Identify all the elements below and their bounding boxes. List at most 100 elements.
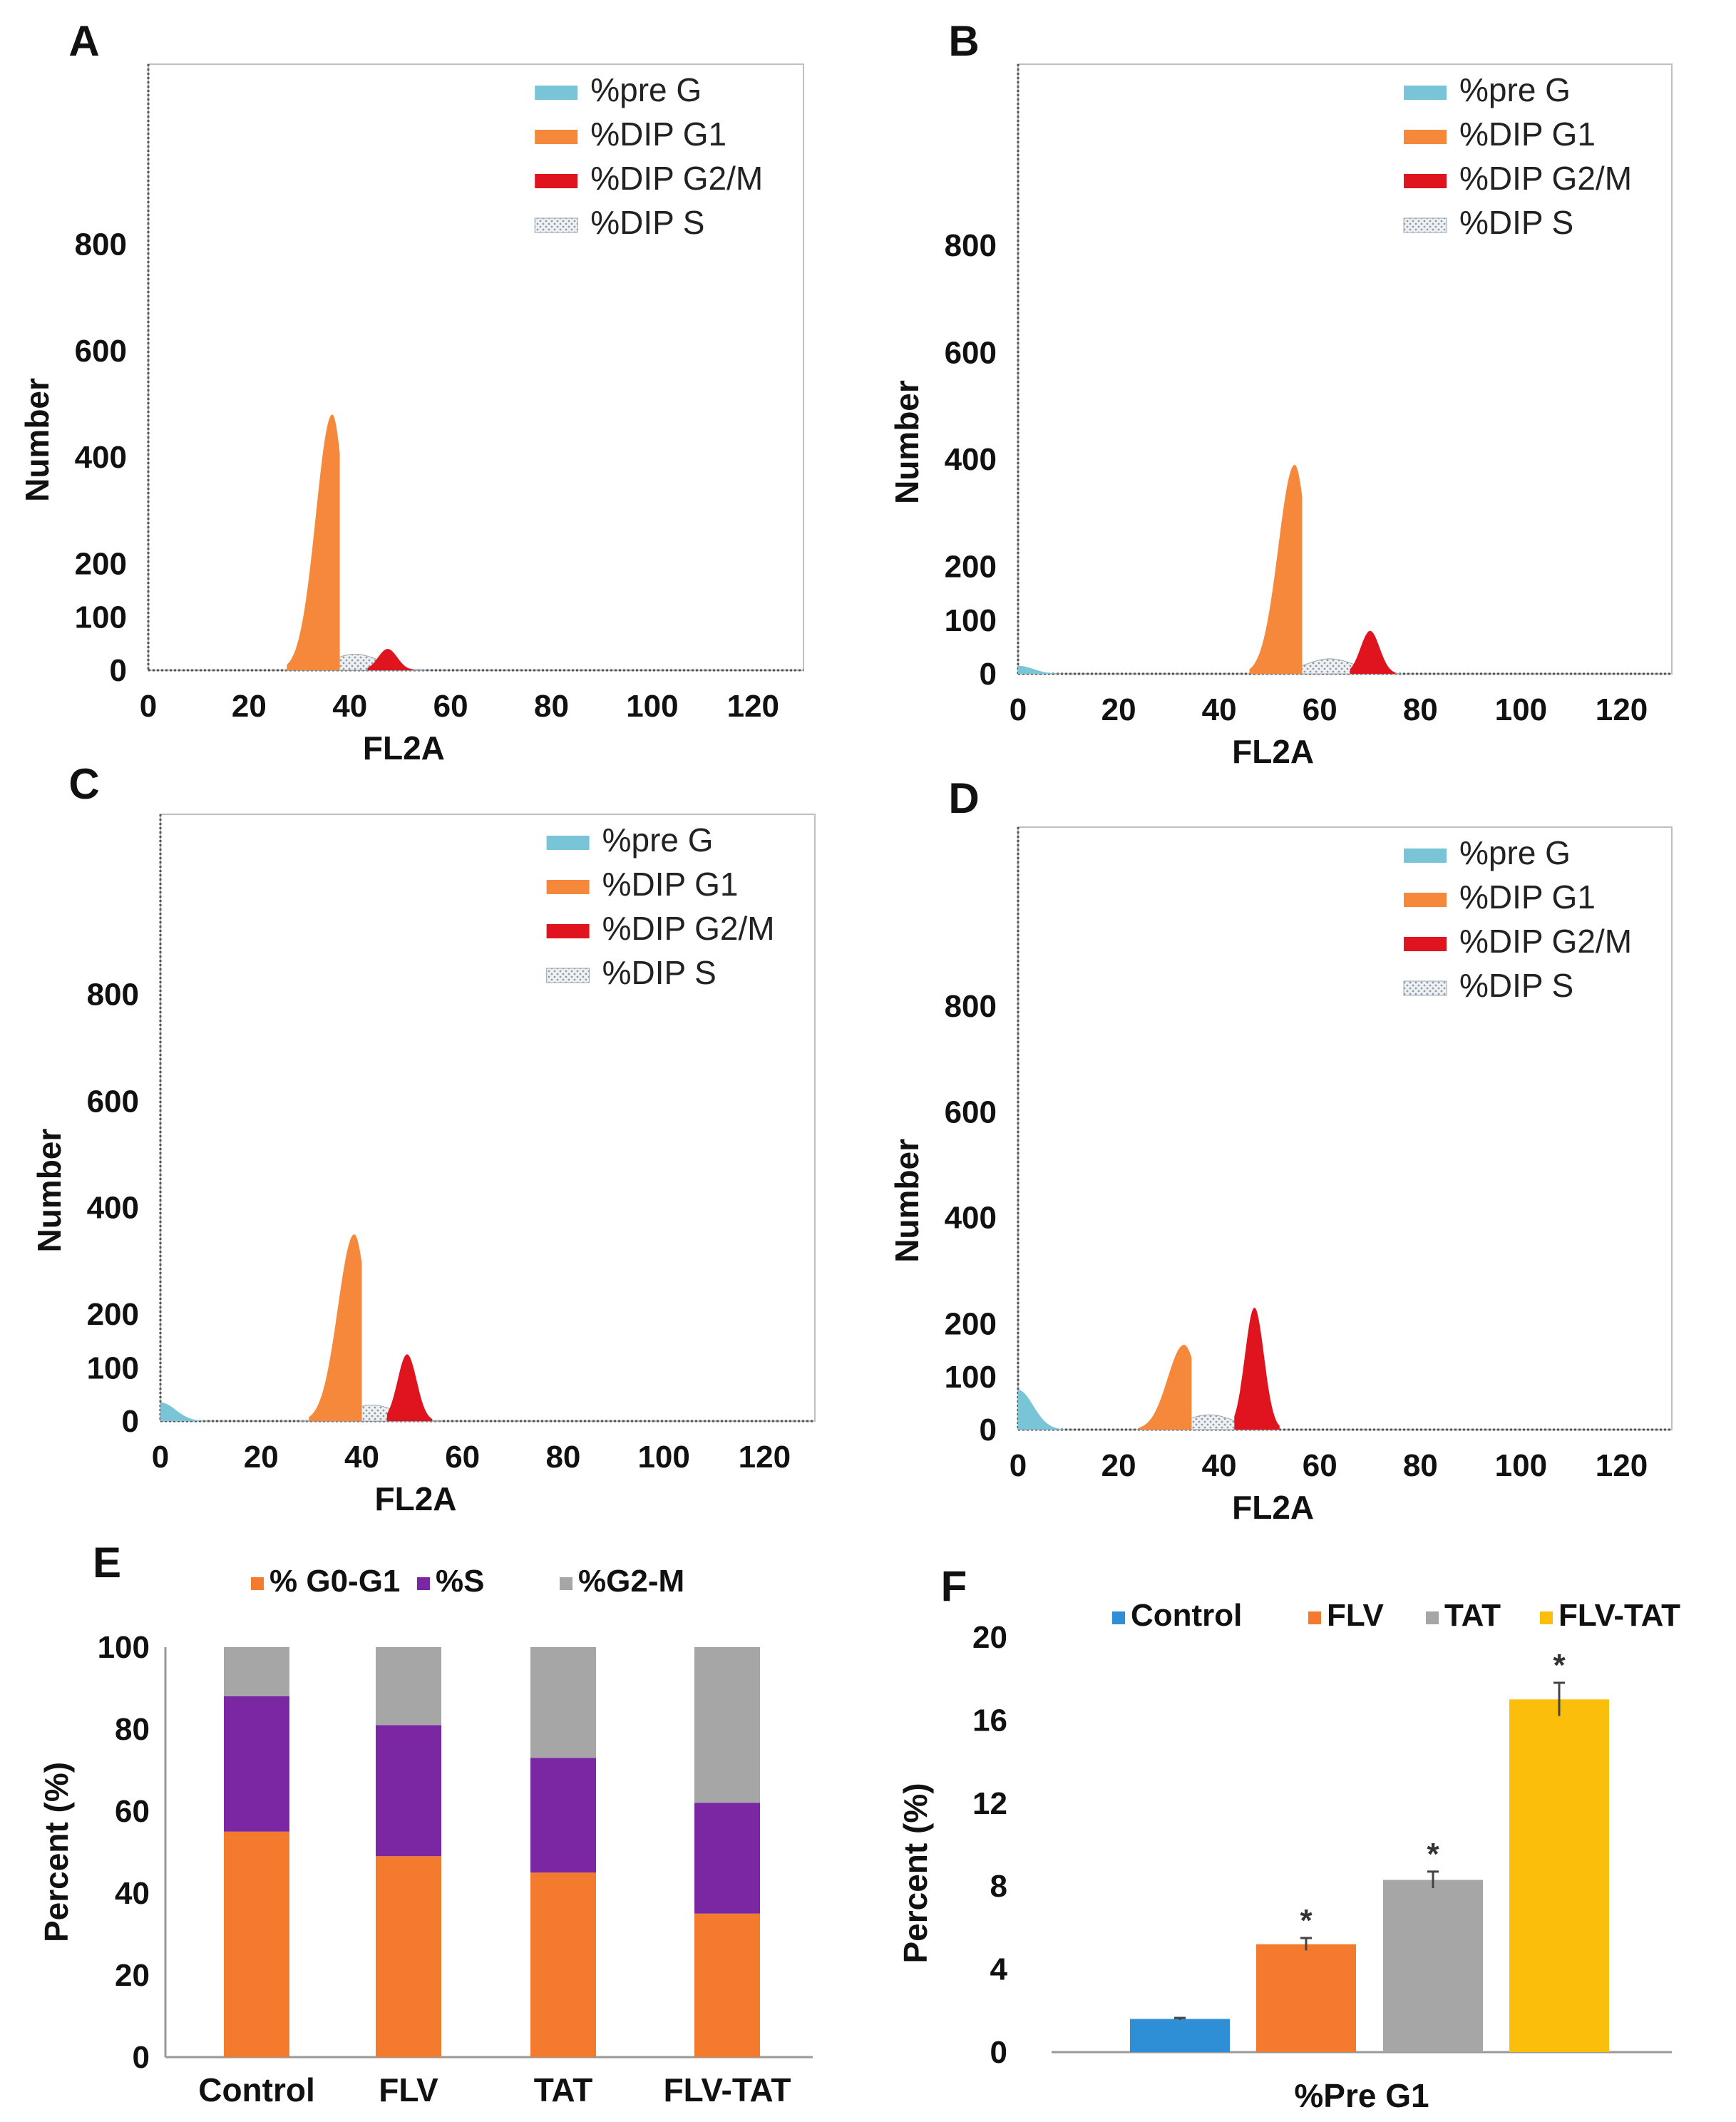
legend-label: %G2-M xyxy=(578,1564,684,1599)
g1-peak xyxy=(1249,464,1303,674)
plot-frame xyxy=(148,63,804,671)
y-tick-label: 800 xyxy=(945,989,997,1024)
legend-swatch xyxy=(546,924,590,938)
y-tick-label: 200 xyxy=(945,1306,997,1341)
y-tick-label: 100 xyxy=(87,1351,139,1386)
y-tick-label: 0 xyxy=(110,653,127,688)
x-tick-label: 0 xyxy=(152,1440,169,1475)
legend-label: %DIP G2/M xyxy=(1459,160,1632,197)
legend-label: %DIP G1 xyxy=(1459,116,1596,153)
legend-swatch xyxy=(535,86,578,100)
panel-label: D xyxy=(948,774,979,822)
legend-swatch xyxy=(546,836,590,850)
legend-swatch xyxy=(534,217,578,233)
x-tick-label: 20 xyxy=(244,1440,279,1475)
legend-label: Control xyxy=(1131,1598,1242,1633)
y-tick-label: 100 xyxy=(945,603,997,638)
bar-tat xyxy=(1383,1880,1483,2052)
y-tick-label: 200 xyxy=(87,1297,139,1332)
x-tick-label: 0 xyxy=(1010,1448,1027,1483)
legend-label: %DIP S xyxy=(1459,967,1573,1004)
bar-s xyxy=(224,1696,289,1832)
y-tick-label: 20 xyxy=(972,1620,1007,1655)
legend-label: %DIP G1 xyxy=(602,866,739,903)
legend-swatch xyxy=(1404,937,1447,951)
legend-swatch xyxy=(1403,980,1447,996)
g2m-peak xyxy=(367,649,414,670)
y-tick-label: 4 xyxy=(990,1952,1008,1987)
legend-swatch xyxy=(1404,849,1447,863)
legend-label: %DIP G1 xyxy=(1459,878,1596,916)
y-tick-label: 0 xyxy=(990,2035,1007,2070)
y-tick-label: 400 xyxy=(75,440,127,475)
x-tick-label: 40 xyxy=(1202,692,1237,727)
y-tick-label: 600 xyxy=(75,334,127,369)
x-tick-label: 0 xyxy=(140,689,157,724)
legend-label: FLV xyxy=(1327,1598,1384,1633)
y-tick-label: 8 xyxy=(990,1869,1007,1904)
pre-g-peak xyxy=(160,1402,206,1421)
x-tick-label: 100 xyxy=(626,689,678,724)
x-tick-label: 60 xyxy=(1303,692,1337,727)
plot-frame xyxy=(1017,826,1673,1430)
y-tick-label: 0 xyxy=(133,2040,150,2075)
legend-label: %DIP G1 xyxy=(590,116,726,153)
bar-s xyxy=(376,1725,441,1857)
x-tick-label: 100 xyxy=(1495,692,1547,727)
histogram-panel-a: A 0 100 200 400 600 800 0 20 40 60 80 100 120 FL2A Numb… xyxy=(19,17,804,767)
y-tick-label: 800 xyxy=(945,228,997,263)
legend-label: %DIP G2/M xyxy=(1459,923,1632,960)
legend-label: %DIP G2/M xyxy=(590,160,763,197)
x-tick-label: 80 xyxy=(1403,692,1438,727)
y-axis-title: Number xyxy=(888,380,925,504)
legend-swatch xyxy=(560,1577,572,1590)
g2m-peak xyxy=(386,1354,433,1421)
bar-g2m xyxy=(224,1647,289,1696)
legend-label: %DIP S xyxy=(1459,204,1573,241)
bar-s xyxy=(694,1803,760,1914)
x-tick-label: 120 xyxy=(727,689,779,724)
g2m-peak xyxy=(1350,630,1395,674)
x-tick-label: 60 xyxy=(433,689,468,724)
y-tick-label: 600 xyxy=(945,335,997,370)
x-tick-label: 60 xyxy=(1303,1448,1337,1483)
y-tick-label: 400 xyxy=(945,442,997,477)
legend-swatch xyxy=(1308,1611,1321,1624)
y-tick-label: 100 xyxy=(98,1630,150,1665)
y-tick-label: 80 xyxy=(115,1712,150,1747)
legend-label: %pre G xyxy=(1459,71,1571,108)
panel-label: B xyxy=(948,17,979,65)
bar-g2m xyxy=(530,1647,596,1758)
x-tick-label: 80 xyxy=(545,1440,580,1475)
y-axis-title: Percent (%) xyxy=(38,1762,75,1942)
legend-swatch xyxy=(546,880,590,894)
y-tick-label: 20 xyxy=(115,1958,150,1993)
histogram-panel-d: D 0 100 200 400 600 800 0 20 40 60 80 100 120 FL2A Numb… xyxy=(888,774,1673,1526)
legend-swatch xyxy=(1426,1611,1439,1624)
significance-marker: * xyxy=(1553,1648,1566,1683)
legend-label: %pre G xyxy=(1459,834,1571,871)
legend-swatch xyxy=(546,968,590,983)
bar-g2m xyxy=(376,1647,441,1726)
legend-swatch xyxy=(1403,217,1447,233)
legend-label: % G0-G1 xyxy=(269,1564,400,1599)
panel-label: F xyxy=(941,1562,967,1610)
legend-swatch xyxy=(1404,893,1447,907)
x-axis-title: FL2A xyxy=(363,729,445,767)
y-tick-label: 40 xyxy=(115,1876,150,1911)
y-tick-label: 0 xyxy=(980,657,997,692)
legend-label: %pre G xyxy=(602,821,714,858)
g1-peak xyxy=(287,414,340,670)
y-tick-label: 800 xyxy=(75,227,127,262)
x-tick-label: 20 xyxy=(1101,692,1136,727)
g1-peak xyxy=(1139,1345,1192,1430)
legend-swatch xyxy=(1404,86,1447,100)
bar-s xyxy=(530,1758,596,1873)
legend-label: %DIP G2/M xyxy=(602,910,775,947)
legend-swatch xyxy=(535,130,578,144)
x-tick-label: 100 xyxy=(1495,1448,1547,1483)
legend-label: TAT xyxy=(1444,1598,1501,1633)
y-tick-label: 16 xyxy=(972,1703,1007,1738)
plot-frame xyxy=(1017,63,1673,675)
